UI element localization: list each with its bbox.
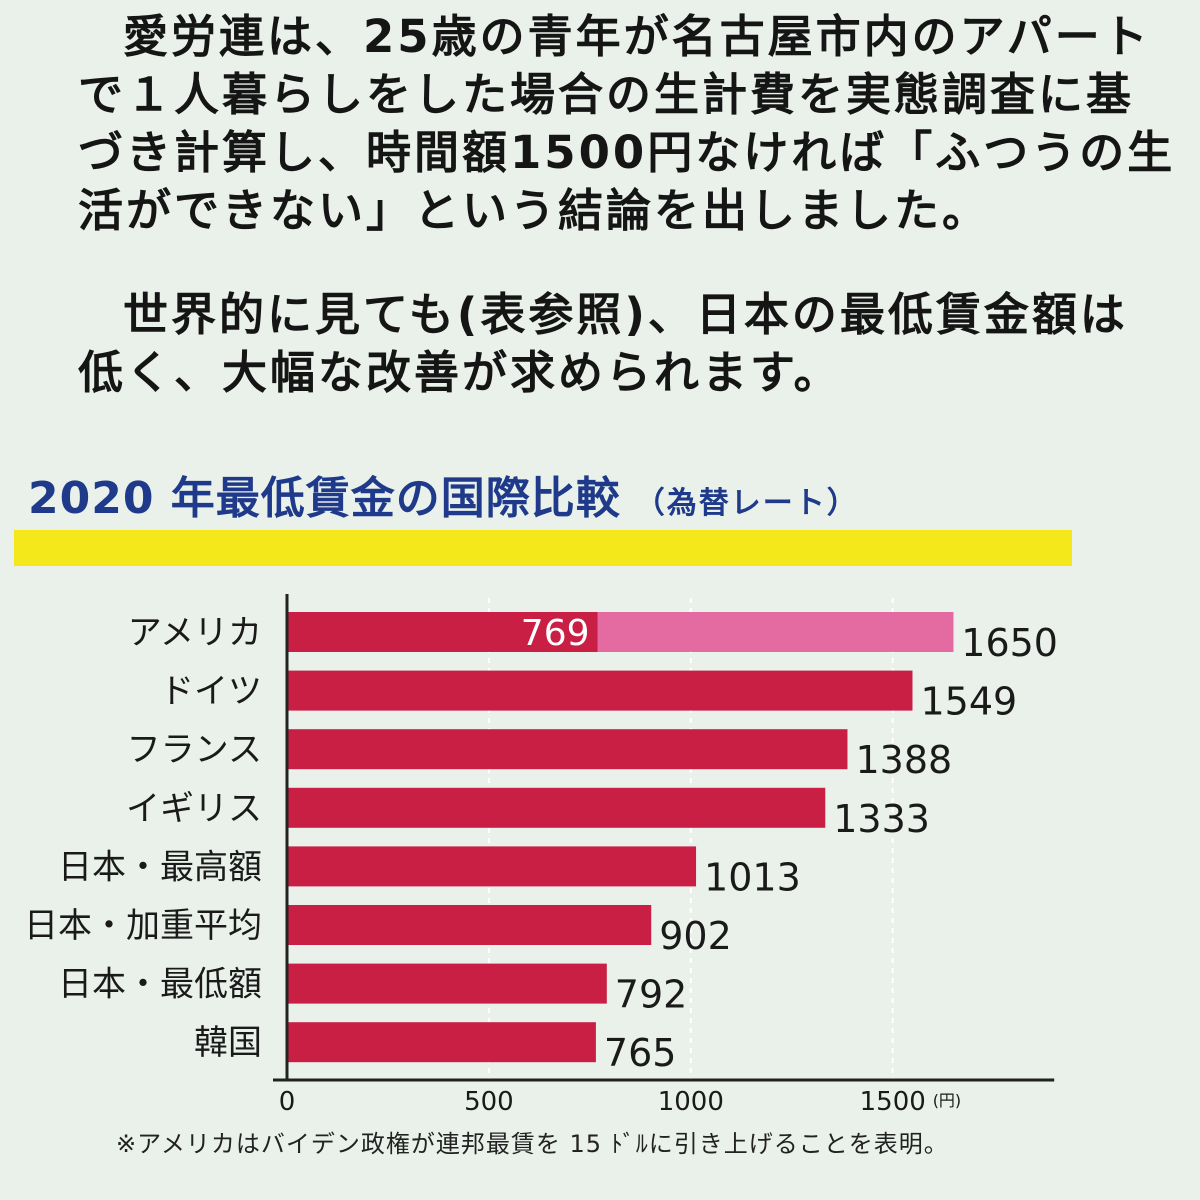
title-highlight-band (14, 530, 1072, 566)
paragraph-1-line: で１人暮らしをした場合の生計費を実態調査に基 (78, 68, 1135, 121)
x-tick-label: 1000 (658, 1087, 724, 1117)
bar-segment-extension (597, 612, 954, 652)
bar (287, 963, 607, 1004)
value-label: 1650 (961, 621, 1058, 665)
value-label: 1549 (920, 680, 1017, 724)
x-tick-label: 1500 (860, 1087, 926, 1117)
x-tick-label: 500 (464, 1087, 514, 1117)
paragraph-1: 愛労連は、25歳の青年が名古屋市内のアパート で１人暮らしをした場合の生計費を実態… (78, 8, 1176, 240)
bar (287, 787, 826, 828)
x-unit-label: (円) (933, 1091, 962, 1110)
value-label: 765 (604, 1031, 677, 1075)
paragraph-2-line: 低く、大幅な改善が求められます。 (78, 346, 842, 399)
bar (287, 729, 848, 770)
footnote: ※アメリカはバイデン政権が連邦最賃を 15 ﾄﾞﾙに引き上げることを表明。 (116, 1130, 949, 1158)
category-label: アメリカ (128, 613, 262, 653)
bar (287, 670, 913, 711)
bar (287, 846, 697, 887)
category-label: イギリス (126, 789, 262, 829)
value-label: 1013 (704, 855, 801, 899)
value-label: 1388 (855, 738, 952, 782)
chart-subtitle: （為替レート） (634, 486, 859, 521)
segment-value-label: 769 (521, 613, 590, 654)
category-label: ドイツ (160, 672, 262, 712)
paragraph-1-line: づき計算し、時間額1500円なければ「ふつうの生 (78, 126, 1176, 179)
category-label: フランス (127, 730, 262, 770)
paragraph-1-line: 愛労連は、25歳の青年が名古屋市内のアパート (123, 10, 1151, 63)
category-label: 日本・最低額 (58, 965, 262, 1005)
chart-title: 2020 年最低賃金の国際比較 （為替レート） (28, 462, 859, 526)
category-label: 韓国 (194, 1023, 262, 1063)
bar-chart: アメリカ 1650 ドイツ 1549 フランス 1388 イギリス 1333 日本・最高額 101… (24, 594, 1058, 1117)
bar (287, 1022, 596, 1063)
category-label: 日本・加重平均 (24, 906, 262, 946)
chart-title-main: 2020 年最低賃金の国際比較 (28, 473, 621, 524)
value-label: 902 (659, 914, 732, 958)
paragraph-2-line: 世界的に見ても(表参照)、日本の最低賃金額は (123, 288, 1128, 341)
paragraph-2: 世界的に見ても(表参照)、日本の最低賃金額は 低く、大幅な改善が求められます。 (78, 286, 1128, 402)
value-label: 792 (615, 973, 688, 1017)
x-tick-label: 0 (279, 1087, 296, 1117)
value-label: 1333 (833, 797, 930, 841)
category-label: 日本・最高額 (58, 847, 262, 887)
bar (287, 905, 652, 945)
paragraph-1-line: 活ができない」という結論を出しました。 (78, 184, 991, 237)
